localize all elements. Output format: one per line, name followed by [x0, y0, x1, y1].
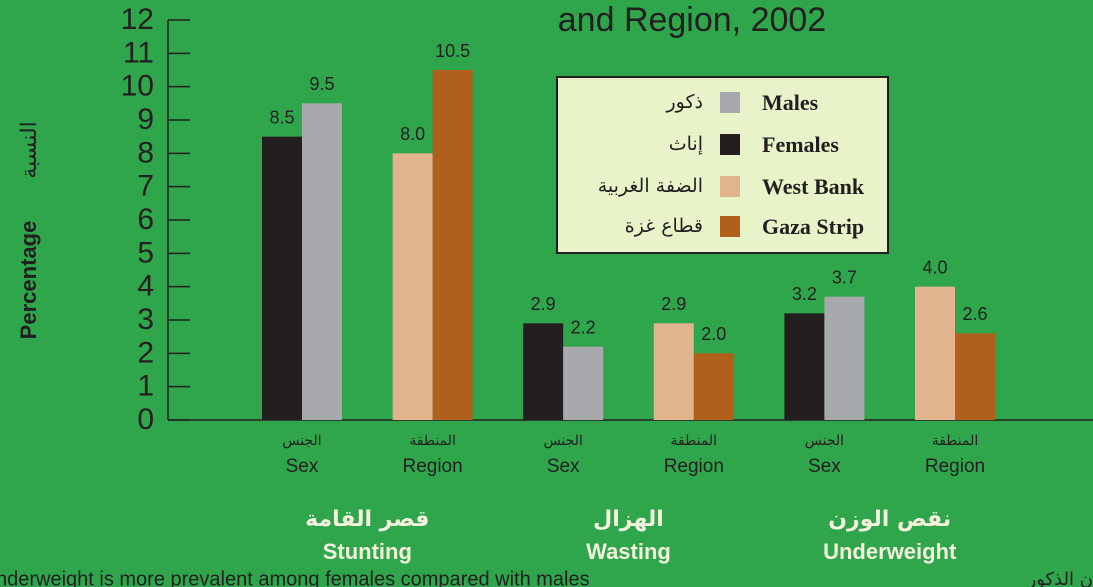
legend-label: Males: [762, 90, 819, 115]
value-label: 4.0: [922, 257, 947, 277]
category-label: Region: [664, 456, 724, 477]
value-label: 2.9: [531, 294, 556, 314]
y-tick-label: 7: [137, 170, 154, 203]
group-label: Stunting: [323, 539, 412, 564]
category-label: Region: [402, 456, 462, 477]
value-label: 10.5: [435, 41, 470, 61]
y-tick-label: 11: [123, 36, 154, 69]
y-tick-label: 10: [121, 70, 154, 103]
group-label-ar: قصر القامة: [305, 507, 429, 532]
y-tick-label: 5: [137, 236, 154, 269]
y-tick-label: 4: [137, 270, 154, 303]
bar: [693, 353, 734, 420]
category-label-ar: الجنس: [805, 433, 844, 449]
bar: [784, 313, 825, 420]
legend-swatch: [720, 134, 740, 155]
legend-label-ar: إناث: [669, 133, 703, 155]
legend-label-ar: الضفة الغربية: [598, 175, 703, 197]
value-label: 2.6: [962, 304, 987, 324]
value-label: 3.2: [792, 284, 817, 304]
chart-title: and Region, 2002: [558, 1, 826, 39]
category-label: Sex: [547, 456, 580, 477]
bar: [915, 286, 955, 420]
value-label: 2.0: [701, 324, 726, 344]
group-label: Wasting: [586, 539, 671, 564]
legend-swatch: [720, 216, 740, 237]
y-axis-label-ar: النسبة: [17, 121, 42, 179]
bar: [653, 323, 694, 420]
legend-label: West Bank: [762, 174, 865, 199]
value-label: 9.5: [309, 74, 334, 94]
category-label-ar: المنطقة: [409, 433, 456, 449]
category-label-ar: الجنس: [282, 433, 321, 449]
bar: [302, 103, 342, 420]
value-label: 3.7: [832, 267, 857, 287]
value-label: 8.0: [400, 124, 425, 144]
legend-swatch: [720, 92, 740, 113]
footnote-ar: ن الذكور: [1027, 569, 1093, 587]
group-label-ar: الهزال: [593, 507, 664, 532]
bar: [523, 323, 564, 420]
y-tick-label: 1: [137, 370, 154, 403]
bar: [563, 346, 604, 420]
bar: [955, 333, 995, 420]
group-label: Underweight: [823, 539, 957, 564]
legend-label: Gaza Strip: [762, 214, 864, 239]
category-label-ar: المنطقة: [932, 433, 979, 449]
y-tick-label: 0: [137, 403, 154, 436]
y-tick-label: 9: [137, 103, 154, 136]
bar: [432, 70, 473, 420]
category-label-ar: المنطقة: [671, 433, 718, 449]
legend-label-ar: قطاع غزة: [625, 215, 703, 237]
legend-label-ar: ذكور: [666, 91, 704, 113]
value-label: 2.2: [571, 317, 596, 337]
group-label-ar: نقص الوزن: [828, 507, 951, 532]
legend-label: Females: [762, 132, 839, 157]
y-tick-label: 2: [137, 336, 154, 369]
bar: [392, 153, 433, 421]
y-tick-label: 3: [137, 303, 154, 336]
y-axis-label: Percentage: [16, 221, 41, 340]
footnote: nderweight is more prevalent among femal…: [0, 568, 590, 587]
bar: [824, 296, 865, 420]
category-label-ar: الجنس: [544, 433, 583, 449]
legend-swatch: [720, 176, 740, 197]
bar: [262, 136, 302, 420]
category-label: Sex: [286, 456, 319, 477]
value-label: 8.5: [269, 107, 294, 127]
y-tick-label: 8: [137, 136, 154, 169]
value-label: 2.9: [661, 294, 686, 314]
y-tick-label: 6: [137, 203, 154, 236]
category-label: Region: [925, 456, 985, 477]
y-tick-label: 12: [121, 3, 154, 36]
category-label: Sex: [808, 456, 841, 477]
